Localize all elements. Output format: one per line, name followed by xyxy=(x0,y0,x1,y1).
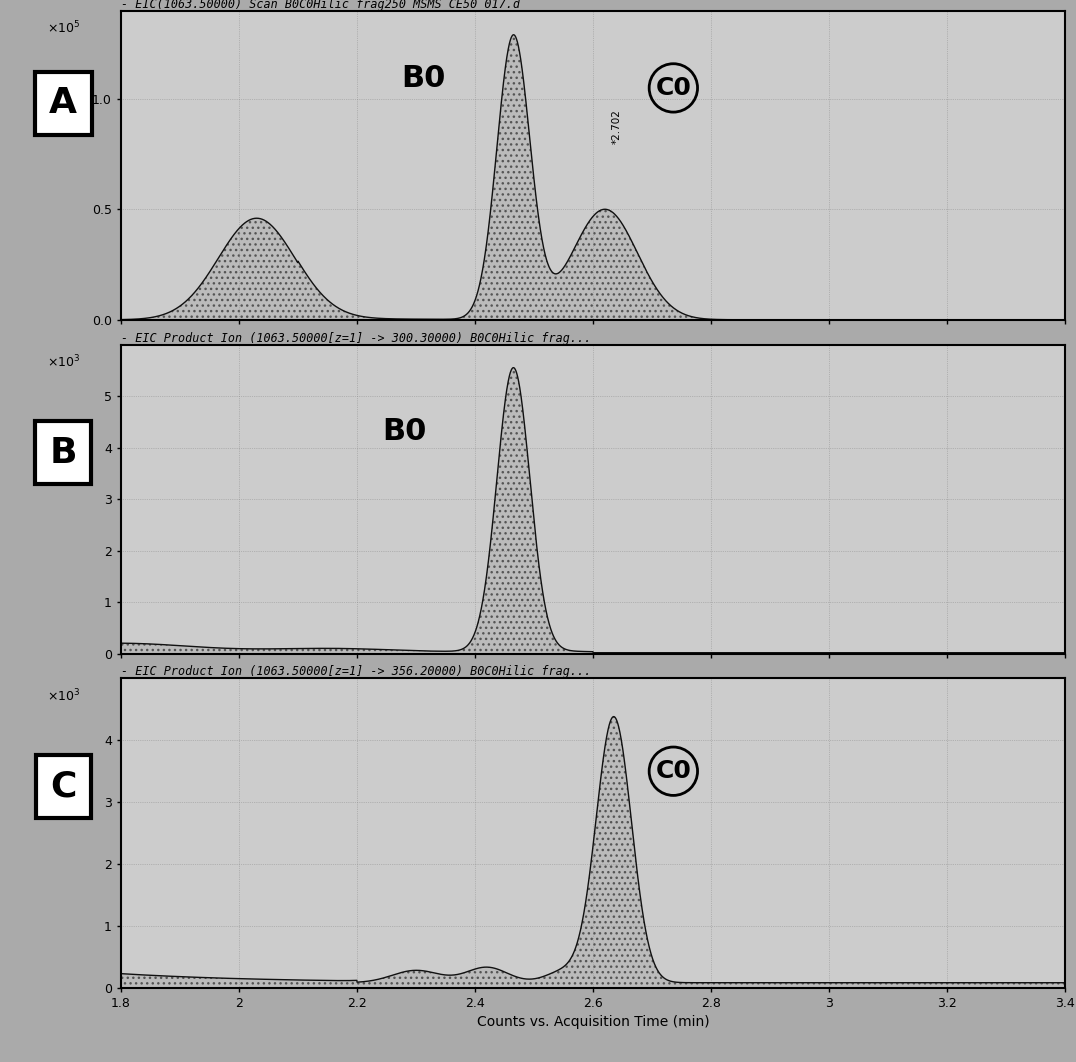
Text: B: B xyxy=(49,435,77,469)
Text: *2.702: *2.702 xyxy=(611,109,622,144)
X-axis label: Counts vs. Acquisition Time (min): Counts vs. Acquisition Time (min) xyxy=(477,1015,709,1029)
Text: A: A xyxy=(49,86,77,120)
Text: $\times$10$^{5}$: $\times$10$^{5}$ xyxy=(46,20,80,36)
Text: $\times$10$^{3}$: $\times$10$^{3}$ xyxy=(46,688,80,704)
Text: C0: C0 xyxy=(655,759,691,784)
Text: C: C xyxy=(51,770,76,804)
Text: C0: C0 xyxy=(655,75,691,100)
Text: $\times$10$^{3}$: $\times$10$^{3}$ xyxy=(46,354,80,371)
Text: - EIC Product Ion (1063.50000[z=1] -> 356.20000) B0C0Hilic_frag...: - EIC Product Ion (1063.50000[z=1] -> 35… xyxy=(121,666,591,679)
Text: B0: B0 xyxy=(401,64,445,93)
Text: B0: B0 xyxy=(382,416,426,446)
Text: - EIC Product Ion (1063.50000[z=1] -> 300.30000) B0C0Hilic_frag...: - EIC Product Ion (1063.50000[z=1] -> 30… xyxy=(121,331,591,344)
Text: - EIC(1063.50000) Scan B0C0Hilic_frag250_MSMS_CE50_017.d: - EIC(1063.50000) Scan B0C0Hilic_frag250… xyxy=(121,0,520,11)
